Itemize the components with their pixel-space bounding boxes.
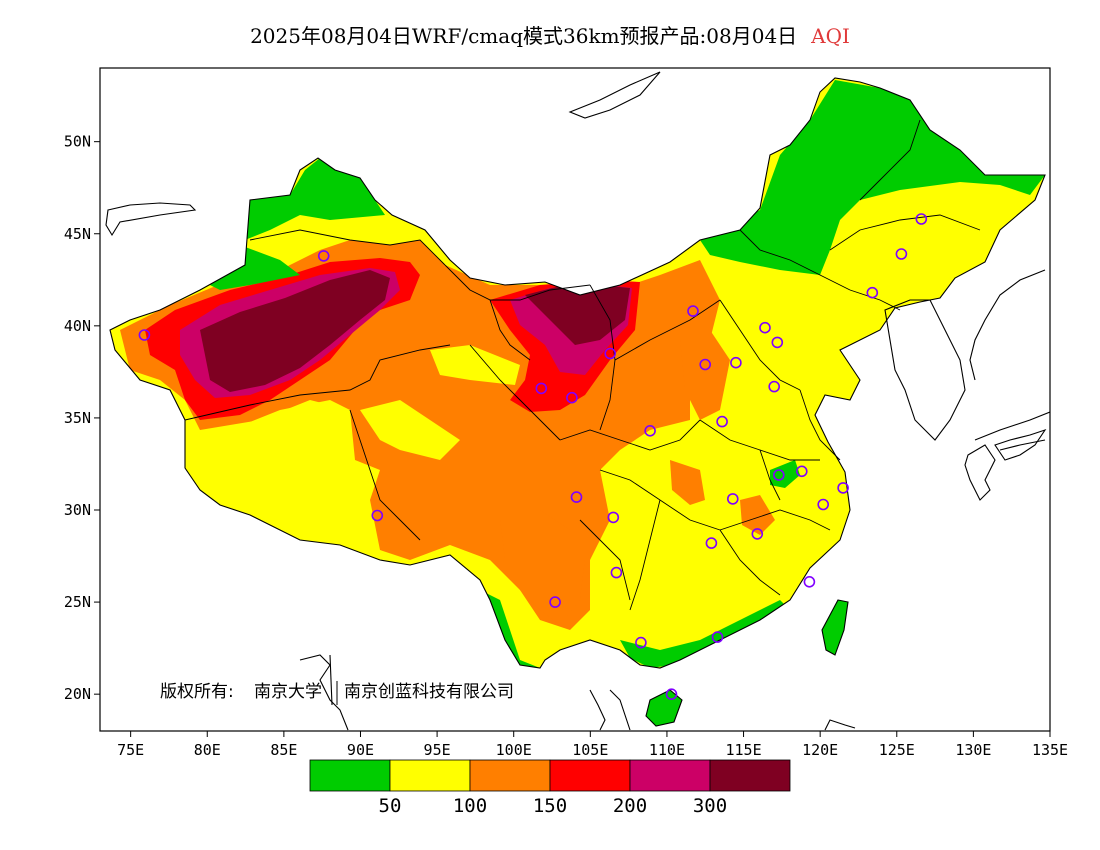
station-marker xyxy=(566,391,578,404)
title-main: 2025年08月04日WRF/cmaq模式36km预报产品:08月04日 xyxy=(250,24,798,48)
station-marker xyxy=(549,596,561,608)
y-tick-label: 30N xyxy=(64,501,91,519)
title-variable: AQI xyxy=(811,24,850,48)
x-tick-label: 100E xyxy=(496,741,532,759)
station-marker xyxy=(837,482,849,494)
aqi-moderate-central xyxy=(430,345,520,385)
aqi-good-xinjiang-north xyxy=(245,158,385,240)
aqi-hazardous-region xyxy=(200,270,390,392)
y-tick-label: 35N xyxy=(64,409,91,427)
station-marker xyxy=(687,305,699,317)
aqi-sensitive-southwest xyxy=(500,510,585,625)
station-marker xyxy=(730,356,742,369)
aqi-colorbar: 50 100 150 200 300 xyxy=(309,759,791,817)
aqi-moderate-tibet xyxy=(185,400,370,540)
x-tick-label: 130E xyxy=(955,741,991,759)
station-marker xyxy=(371,509,384,522)
colorbar-label: 100 xyxy=(453,795,487,817)
page-title: 2025年08月04日WRF/cmaq模式36km预报产品:08月04日 AQI xyxy=(0,20,1100,49)
aqi-hazardous-region-2 xyxy=(525,285,630,345)
station-marker xyxy=(768,380,781,393)
x-tick-label: 90E xyxy=(347,741,374,759)
aqi-good-guangxi-coast xyxy=(620,600,790,668)
aqi-good-taiwan xyxy=(822,600,848,655)
colorbar-label: 200 xyxy=(613,795,647,817)
station-marker xyxy=(817,498,830,511)
y-tick-label: 45N xyxy=(64,225,91,243)
copyright-org1: 南京大学 xyxy=(254,682,322,702)
x-tick-label: 105E xyxy=(572,741,608,759)
x-tick-label: 75E xyxy=(117,741,144,759)
x-tick-label: 120E xyxy=(802,741,838,759)
monitoring-stations xyxy=(138,213,928,701)
station-marker xyxy=(610,566,623,579)
aqi-moderate-qinghai xyxy=(360,400,460,460)
china-land xyxy=(110,78,1045,668)
station-marker xyxy=(570,491,583,503)
station-marker xyxy=(138,329,151,341)
aqi-sensitive-guizhou xyxy=(670,460,705,505)
station-marker xyxy=(607,511,620,524)
aqi-good-jiangsu xyxy=(770,460,800,488)
colorbar-swatch xyxy=(389,759,471,792)
aqi-good-yunnan xyxy=(480,590,540,668)
station-marker xyxy=(751,528,764,540)
station-marker xyxy=(711,631,724,643)
y-tick-label: 25N xyxy=(64,593,91,611)
colorbar-swatch xyxy=(549,759,631,792)
colorbar-swatch xyxy=(709,759,791,792)
station-marker xyxy=(604,347,617,360)
x-tick-label: 110E xyxy=(649,741,685,759)
map-frame xyxy=(99,67,1051,732)
y-tick-label: 50N xyxy=(64,133,91,151)
station-marker xyxy=(535,382,548,395)
station-marker xyxy=(644,424,656,437)
province-borders xyxy=(184,119,981,611)
colorbar-label: 50 xyxy=(379,795,402,817)
station-marker xyxy=(795,465,808,478)
aqi-sensitive-henan xyxy=(680,330,730,420)
colorbar-swatch xyxy=(309,759,391,792)
x-tick-label: 85E xyxy=(270,741,297,759)
y-tick-label: 20N xyxy=(64,685,91,703)
colorbar-label: 150 xyxy=(533,795,567,817)
station-marker xyxy=(716,415,728,428)
colorbar-swatch xyxy=(469,759,551,792)
station-marker xyxy=(772,469,785,481)
station-marker xyxy=(705,537,718,549)
colorbar-swatch xyxy=(629,759,711,792)
station-marker xyxy=(635,636,647,649)
x-tick-label: 125E xyxy=(879,741,915,759)
station-marker xyxy=(915,213,928,225)
y-tick-label: 40N xyxy=(64,317,91,335)
station-marker xyxy=(699,358,712,371)
station-marker xyxy=(895,248,908,260)
copyright-prefix: 版权所有: xyxy=(160,682,234,702)
colorbar-label: 300 xyxy=(693,795,727,817)
station-marker xyxy=(759,321,771,334)
x-tick-label: 80E xyxy=(194,741,221,759)
coastlines xyxy=(105,71,1050,731)
aqi-good-northeast xyxy=(700,80,1045,275)
station-marker xyxy=(317,250,330,262)
longitude-ticks: 75E 80E 85E 90E 95E 100E 105E 110E 115E 120E 125E 1… xyxy=(117,731,1068,759)
station-marker xyxy=(771,336,784,349)
station-marker xyxy=(726,493,739,505)
aqi-sensitive-hunan xyxy=(740,495,775,535)
x-tick-label: 135E xyxy=(1032,741,1068,759)
latitude-ticks: 20N 25N 30N 35N 40N 45N 50N xyxy=(64,133,100,703)
x-tick-label: 95E xyxy=(424,741,451,759)
station-marker xyxy=(866,286,879,299)
station-marker xyxy=(665,688,678,701)
copyright-org2: 南京创蓝科技有限公司 xyxy=(344,682,514,702)
x-tick-label: 115E xyxy=(725,741,761,759)
station-marker xyxy=(803,575,816,588)
